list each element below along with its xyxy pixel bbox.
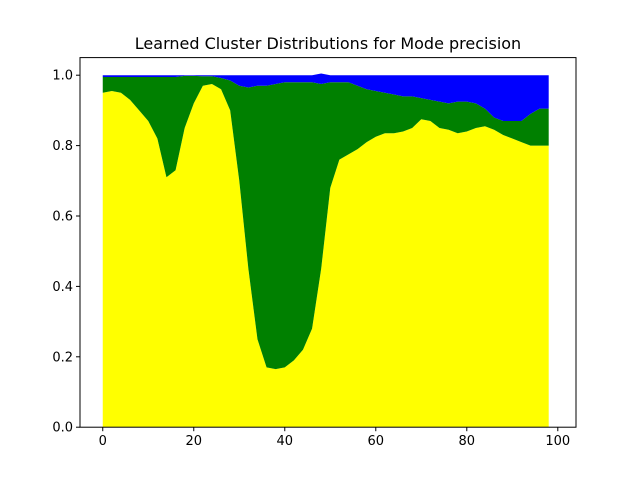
x-tick-label: 20 <box>185 434 202 449</box>
x-ticks: 0 20 40 60 80 100 <box>99 427 570 449</box>
area-blue <box>102 73 549 121</box>
y-tick-label: 0.4 <box>52 280 73 295</box>
x-tick-label: 0 <box>99 434 107 449</box>
plot-frame <box>79 57 577 428</box>
x-tick-label: 40 <box>276 434 293 449</box>
area-yellow <box>102 84 549 428</box>
y-tick-label: 0.8 <box>52 139 73 154</box>
area-green <box>102 75 549 370</box>
x-tick-label: 60 <box>368 434 385 449</box>
x-tick-label: 80 <box>459 434 476 449</box>
y-tick-label: 0.6 <box>52 210 73 225</box>
y-tick-label: 0.2 <box>52 350 73 365</box>
chart-title: Learned Cluster Distributions for Mode p… <box>135 34 521 53</box>
y-ticks: 0.0 0.2 0.4 0.6 0.8 1.0 <box>52 69 80 436</box>
x-tick-label: 100 <box>545 434 570 449</box>
y-tick-label: 1.0 <box>52 69 73 84</box>
y-tick-label: 0.0 <box>52 421 73 436</box>
axes <box>79 57 577 428</box>
stacked-areas <box>102 73 549 428</box>
